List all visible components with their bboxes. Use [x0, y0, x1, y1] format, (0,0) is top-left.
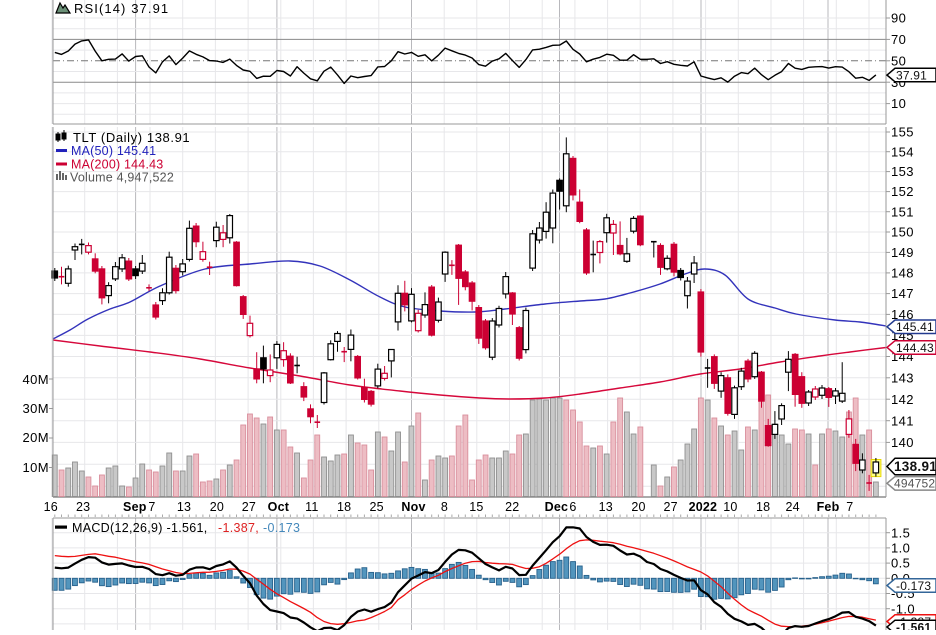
svg-text:18: 18 [756, 500, 770, 514]
svg-text:10M: 10M [23, 460, 50, 475]
svg-text:494752: 494752 [894, 477, 935, 491]
svg-text:24: 24 [786, 500, 800, 514]
svg-text:TLT (Daily) 138.91: TLT (Daily) 138.91 [73, 130, 190, 145]
svg-text:153: 153 [891, 164, 914, 179]
svg-text:1.5: 1.5 [891, 525, 910, 540]
svg-text:2022: 2022 [689, 500, 718, 514]
svg-text:146: 146 [891, 307, 914, 322]
svg-text:18: 18 [337, 500, 351, 514]
svg-text:152: 152 [891, 184, 914, 199]
svg-text:23: 23 [76, 500, 90, 514]
svg-text:20: 20 [631, 500, 645, 514]
svg-text:13: 13 [599, 500, 613, 514]
svg-text:11: 11 [305, 500, 318, 514]
svg-text:Nov: Nov [401, 500, 425, 514]
svg-text:7: 7 [846, 500, 853, 514]
svg-text:154: 154 [891, 144, 914, 159]
svg-text:143: 143 [891, 370, 914, 385]
svg-text:20: 20 [210, 500, 224, 514]
svg-text:Volume 4,947,522: Volume 4,947,522 [70, 171, 174, 185]
svg-text:147: 147 [891, 286, 914, 301]
svg-text:150: 150 [891, 225, 914, 240]
svg-text:RSI(14) 37.91: RSI(14) 37.91 [74, 1, 169, 16]
svg-text:70: 70 [891, 32, 906, 47]
svg-text:25: 25 [369, 500, 383, 514]
svg-text:144.43: 144.43 [896, 341, 934, 355]
svg-text:142: 142 [891, 392, 914, 407]
svg-text:141: 141 [891, 413, 914, 428]
svg-text:-0.173: -0.173 [896, 579, 931, 593]
svg-text:Sep: Sep [123, 500, 147, 514]
svg-text:138.91: 138.91 [894, 459, 936, 474]
svg-text:40M: 40M [23, 372, 50, 387]
svg-text:0.5: 0.5 [891, 556, 910, 571]
svg-text:155: 155 [891, 125, 914, 140]
svg-text:15: 15 [469, 500, 483, 514]
svg-text:13: 13 [177, 500, 191, 514]
svg-text:149: 149 [891, 245, 914, 260]
svg-text:90: 90 [891, 11, 906, 26]
svg-text:Dec: Dec [545, 500, 569, 514]
svg-text:7: 7 [148, 500, 155, 514]
svg-text:37.91: 37.91 [896, 69, 927, 83]
svg-text:MA(200) 144.43: MA(200) 144.43 [71, 158, 163, 172]
svg-text:-1.561: -1.561 [896, 620, 931, 630]
svg-text:22: 22 [505, 500, 519, 514]
svg-text:151: 151 [891, 204, 914, 219]
svg-text:Oct: Oct [268, 500, 290, 514]
svg-text:10: 10 [723, 500, 737, 514]
svg-text:140: 140 [891, 435, 914, 450]
svg-text:-1.387,: -1.387, [218, 521, 259, 535]
svg-text:6: 6 [569, 500, 576, 514]
svg-text:27: 27 [664, 500, 678, 514]
svg-text:10: 10 [891, 96, 906, 111]
svg-text:50: 50 [891, 53, 906, 68]
svg-text:30M: 30M [23, 401, 50, 416]
svg-text:148: 148 [891, 266, 914, 281]
svg-text:MACD(12,26,9) -1.561,: MACD(12,26,9) -1.561, [72, 521, 208, 535]
svg-text:MA(50) 145.41: MA(50) 145.41 [71, 144, 156, 158]
svg-text:145.41: 145.41 [896, 320, 934, 334]
svg-text:-0.173: -0.173 [263, 521, 300, 535]
svg-text:27: 27 [242, 500, 256, 514]
svg-text:Feb: Feb [817, 500, 840, 514]
svg-text:16: 16 [44, 500, 58, 514]
svg-text:1.0: 1.0 [891, 541, 910, 556]
svg-text:-1.0: -1.0 [891, 601, 915, 616]
svg-text:8: 8 [441, 500, 448, 514]
svg-text:20M: 20M [23, 430, 50, 445]
